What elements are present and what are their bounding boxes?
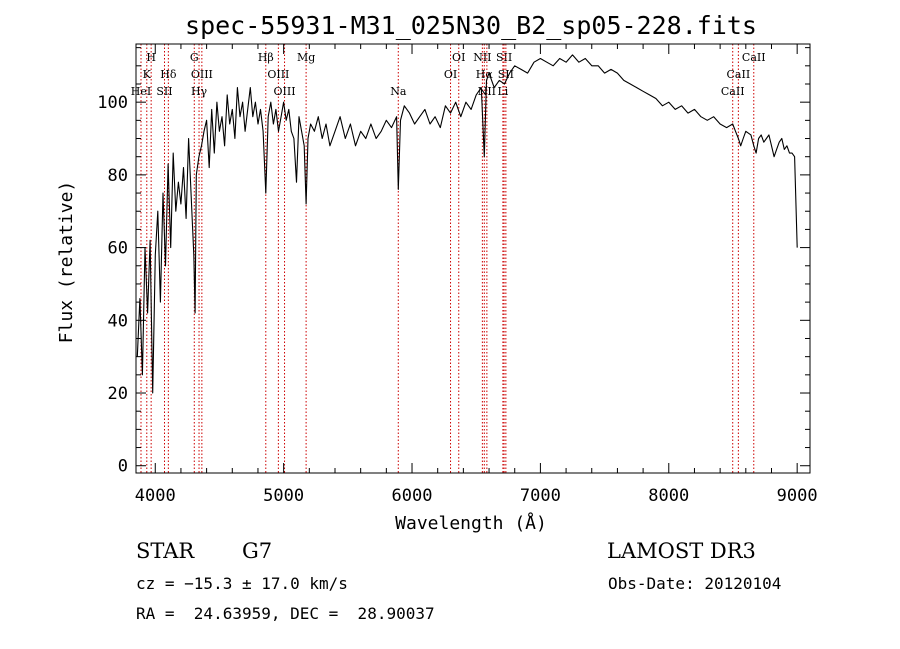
spectral-line-label: Hδ xyxy=(160,68,177,81)
spectral-line-label: SII xyxy=(498,68,514,81)
spectrum-line xyxy=(136,54,798,394)
spectral-line-label: Li xyxy=(497,85,508,98)
x-tick-label: 9000 xyxy=(777,486,818,506)
chart-title: spec-55931-M31_025N30_B2_sp05-228.fits xyxy=(185,11,757,40)
spectral-line-label: NII xyxy=(473,51,491,64)
spectral-line-label: Hβ xyxy=(258,51,274,64)
x-tick-label: 5000 xyxy=(263,486,304,506)
spectral-line-label: CaII xyxy=(721,85,745,98)
axis-ticks: 4000 5000 6000 7000 8000 9000 0 20 40 60 80 100 xyxy=(97,44,818,506)
spectral-line-label: OIII xyxy=(191,68,213,81)
spectral-line-label: SII xyxy=(156,85,172,98)
spectral-line-label: Mg xyxy=(297,51,315,64)
spectral-line-label: OI xyxy=(444,68,457,81)
spectral-line-label: H xyxy=(146,51,156,64)
x-axis-label: Wavelength (Å) xyxy=(395,512,547,534)
spectral-line-label: OI xyxy=(452,51,465,64)
x-tick-label: 4000 xyxy=(135,486,176,506)
y-tick-label: 60 xyxy=(108,239,128,259)
spectral-line-label: CaII xyxy=(727,68,751,81)
object-subclass: G7 xyxy=(242,539,273,563)
redshift-cz: cz = −15.3 ± 17.0 km/s xyxy=(136,574,348,593)
spectral-line-label: Na xyxy=(390,85,407,98)
x-tick-label: 8000 xyxy=(648,486,689,506)
spectral-line-label: NII xyxy=(478,85,496,98)
y-axis-label: Flux (relative) xyxy=(56,181,77,344)
spectral-line-label: Hα xyxy=(476,68,494,81)
spectral-line-label: OIII xyxy=(274,85,296,98)
spectral-line-label: CaII xyxy=(742,51,766,64)
y-tick-label: 20 xyxy=(108,384,128,404)
y-tick-label: 80 xyxy=(108,166,128,186)
spectral-line-label: HeI xyxy=(131,85,151,98)
coordinates: RA = 24.63959, DEC = 28.90037 xyxy=(136,604,435,623)
x-tick-label: 6000 xyxy=(392,486,433,506)
x-tick-label: 7000 xyxy=(520,486,561,506)
y-tick-label: 0 xyxy=(118,457,128,477)
observation-date: Obs-Date: 20120104 xyxy=(608,574,782,593)
spectral-line-label: Hγ xyxy=(191,85,208,98)
y-tick-label: 100 xyxy=(97,93,128,113)
plot-frame xyxy=(135,43,811,474)
spectral-line-label: OIII xyxy=(267,68,289,81)
spectral-line-label: SII xyxy=(496,51,512,64)
survey-name: LAMOST DR3 xyxy=(607,539,756,563)
spectral-line-label: K xyxy=(143,68,152,81)
spectral-line-label: G xyxy=(190,51,199,64)
object-class: STAR xyxy=(136,539,195,563)
y-tick-label: 40 xyxy=(108,311,128,331)
